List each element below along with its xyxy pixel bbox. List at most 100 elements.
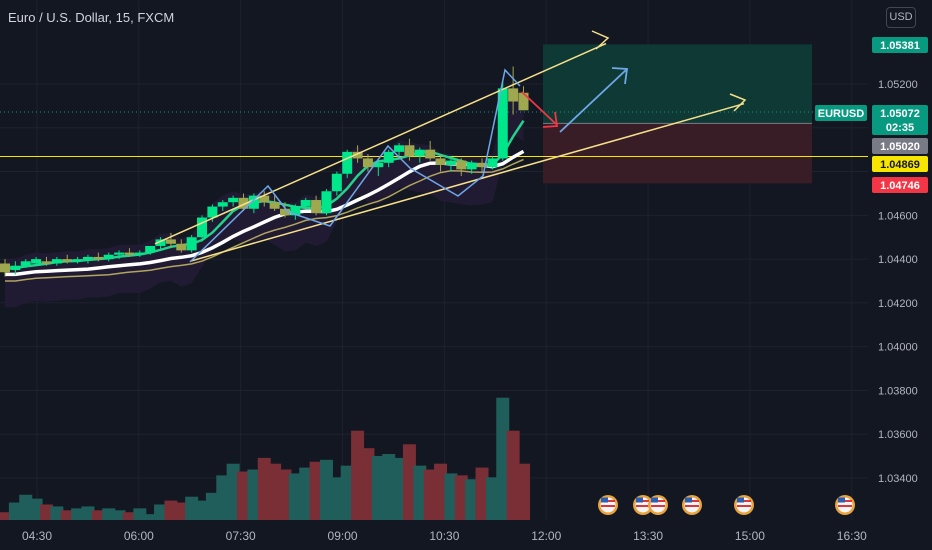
candle: [342, 151, 353, 174]
candle: [435, 158, 446, 165]
price-tick-label: 1.03600: [878, 429, 918, 441]
price-badge-level: [872, 156, 928, 172]
us-flag-canton: [838, 497, 845, 503]
candle: [72, 259, 83, 262]
candle: [466, 162, 477, 170]
us-flag-stripe: [601, 505, 615, 507]
lower-trend-arrowhead: [729, 93, 747, 112]
volume-bar: [133, 508, 147, 520]
time-tick-label: 15:00: [735, 529, 765, 543]
price-badge-stop: [872, 177, 928, 193]
volume-bar: [122, 512, 136, 520]
candle: [352, 151, 363, 159]
candle: [311, 200, 322, 214]
pullback-arrowhead: [542, 111, 559, 128]
volume-bar: [143, 514, 157, 520]
price-badge-text-stop: 1.04746: [880, 180, 920, 192]
volume-bar: [382, 454, 396, 520]
pullback-arrow: [521, 91, 557, 125]
volume-bar: [485, 477, 499, 520]
time-tick-label: 10:30: [429, 529, 459, 543]
time-tick-label: 04:30: [22, 529, 52, 543]
volume-bar: [154, 504, 168, 520]
drawings: [154, 30, 747, 263]
candle: [41, 261, 52, 264]
candle: [425, 149, 436, 159]
us-flag-canton: [636, 497, 643, 503]
price-badge-text-countdown: 02:35: [886, 122, 914, 134]
lower-trend-line: [189, 102, 745, 263]
candle: [165, 239, 176, 244]
volume-bar: [39, 504, 53, 520]
volume-bar: [60, 510, 74, 520]
price-axis: 1.05200 1.04600 1.04400 1.04200 1.04000 1.038…: [815, 37, 928, 485]
price-tick-label: 1.04400: [878, 254, 918, 266]
volume-bar: [340, 465, 354, 520]
price-badge-entry: [872, 138, 928, 154]
volume-bar: [102, 508, 116, 520]
volume-bar: [174, 502, 188, 520]
volume-bar: [91, 510, 105, 520]
price-badge-text-entry: 1.05020: [880, 141, 920, 153]
price-tick-label: 1.04000: [878, 342, 918, 354]
currency-button[interactable]: USD: [886, 7, 916, 28]
candle: [20, 261, 31, 266]
us-flag-canton: [651, 497, 658, 503]
candle: [145, 245, 156, 253]
volume-bar: [506, 430, 520, 520]
volume-bar: [19, 494, 33, 520]
candle: [124, 252, 135, 255]
volume-bar: [8, 502, 22, 520]
volume-bar: [402, 444, 416, 520]
candle: [456, 160, 467, 170]
candle: [497, 88, 508, 159]
candle: [207, 206, 218, 218]
us-flag-canton: [601, 497, 608, 503]
volume-bar: [371, 455, 385, 520]
candle: [51, 259, 62, 264]
candle: [290, 206, 301, 216]
volume-bar: [205, 492, 219, 520]
volume-bar: [361, 448, 375, 520]
price-badge-text-last: 1.05072: [880, 108, 920, 120]
volume-bar: [268, 463, 282, 520]
candle: [487, 158, 498, 168]
candle: [197, 217, 208, 238]
volume-bar: [226, 463, 240, 520]
price-badge-target: [872, 37, 928, 53]
volume-bar: [247, 469, 261, 520]
candles: [0, 66, 529, 277]
projection-arrowhead: [611, 67, 629, 85]
time-tick-label: 13:30: [633, 529, 663, 543]
upper-trend-arrowhead: [591, 30, 610, 50]
price-tick-label: 1.03800: [878, 385, 918, 397]
candle: [383, 151, 394, 163]
chart-title: Euro / U.S. Dollar, 15, FXCM: [8, 10, 175, 25]
time-tick-label: 07:30: [226, 529, 256, 543]
candle: [477, 162, 488, 168]
price-badge-text-level: 1.04869: [880, 159, 920, 171]
candle: [10, 265, 21, 271]
volume-bar: [216, 475, 230, 520]
us-flag-stripe: [737, 505, 751, 507]
us-flag-stripe: [838, 505, 852, 507]
candle: [362, 158, 373, 168]
us-flag-canton: [737, 497, 744, 503]
volume-bar: [465, 479, 479, 520]
candle: [518, 92, 529, 111]
candle: [331, 173, 342, 192]
volume-bar: [309, 461, 323, 520]
price-tick-label: 1.04600: [878, 210, 918, 222]
volume-bar: [237, 471, 251, 520]
volume-bar: [81, 506, 95, 520]
candle: [93, 256, 104, 260]
volume-bar: [112, 510, 126, 520]
candle: [300, 200, 311, 207]
candle: [228, 197, 239, 203]
volume-bar: [496, 397, 510, 520]
price-tick-label: 1.05200: [878, 79, 918, 91]
volume-bar: [330, 477, 344, 520]
volume-bar: [392, 457, 406, 520]
profit-zone: [543, 44, 812, 124]
